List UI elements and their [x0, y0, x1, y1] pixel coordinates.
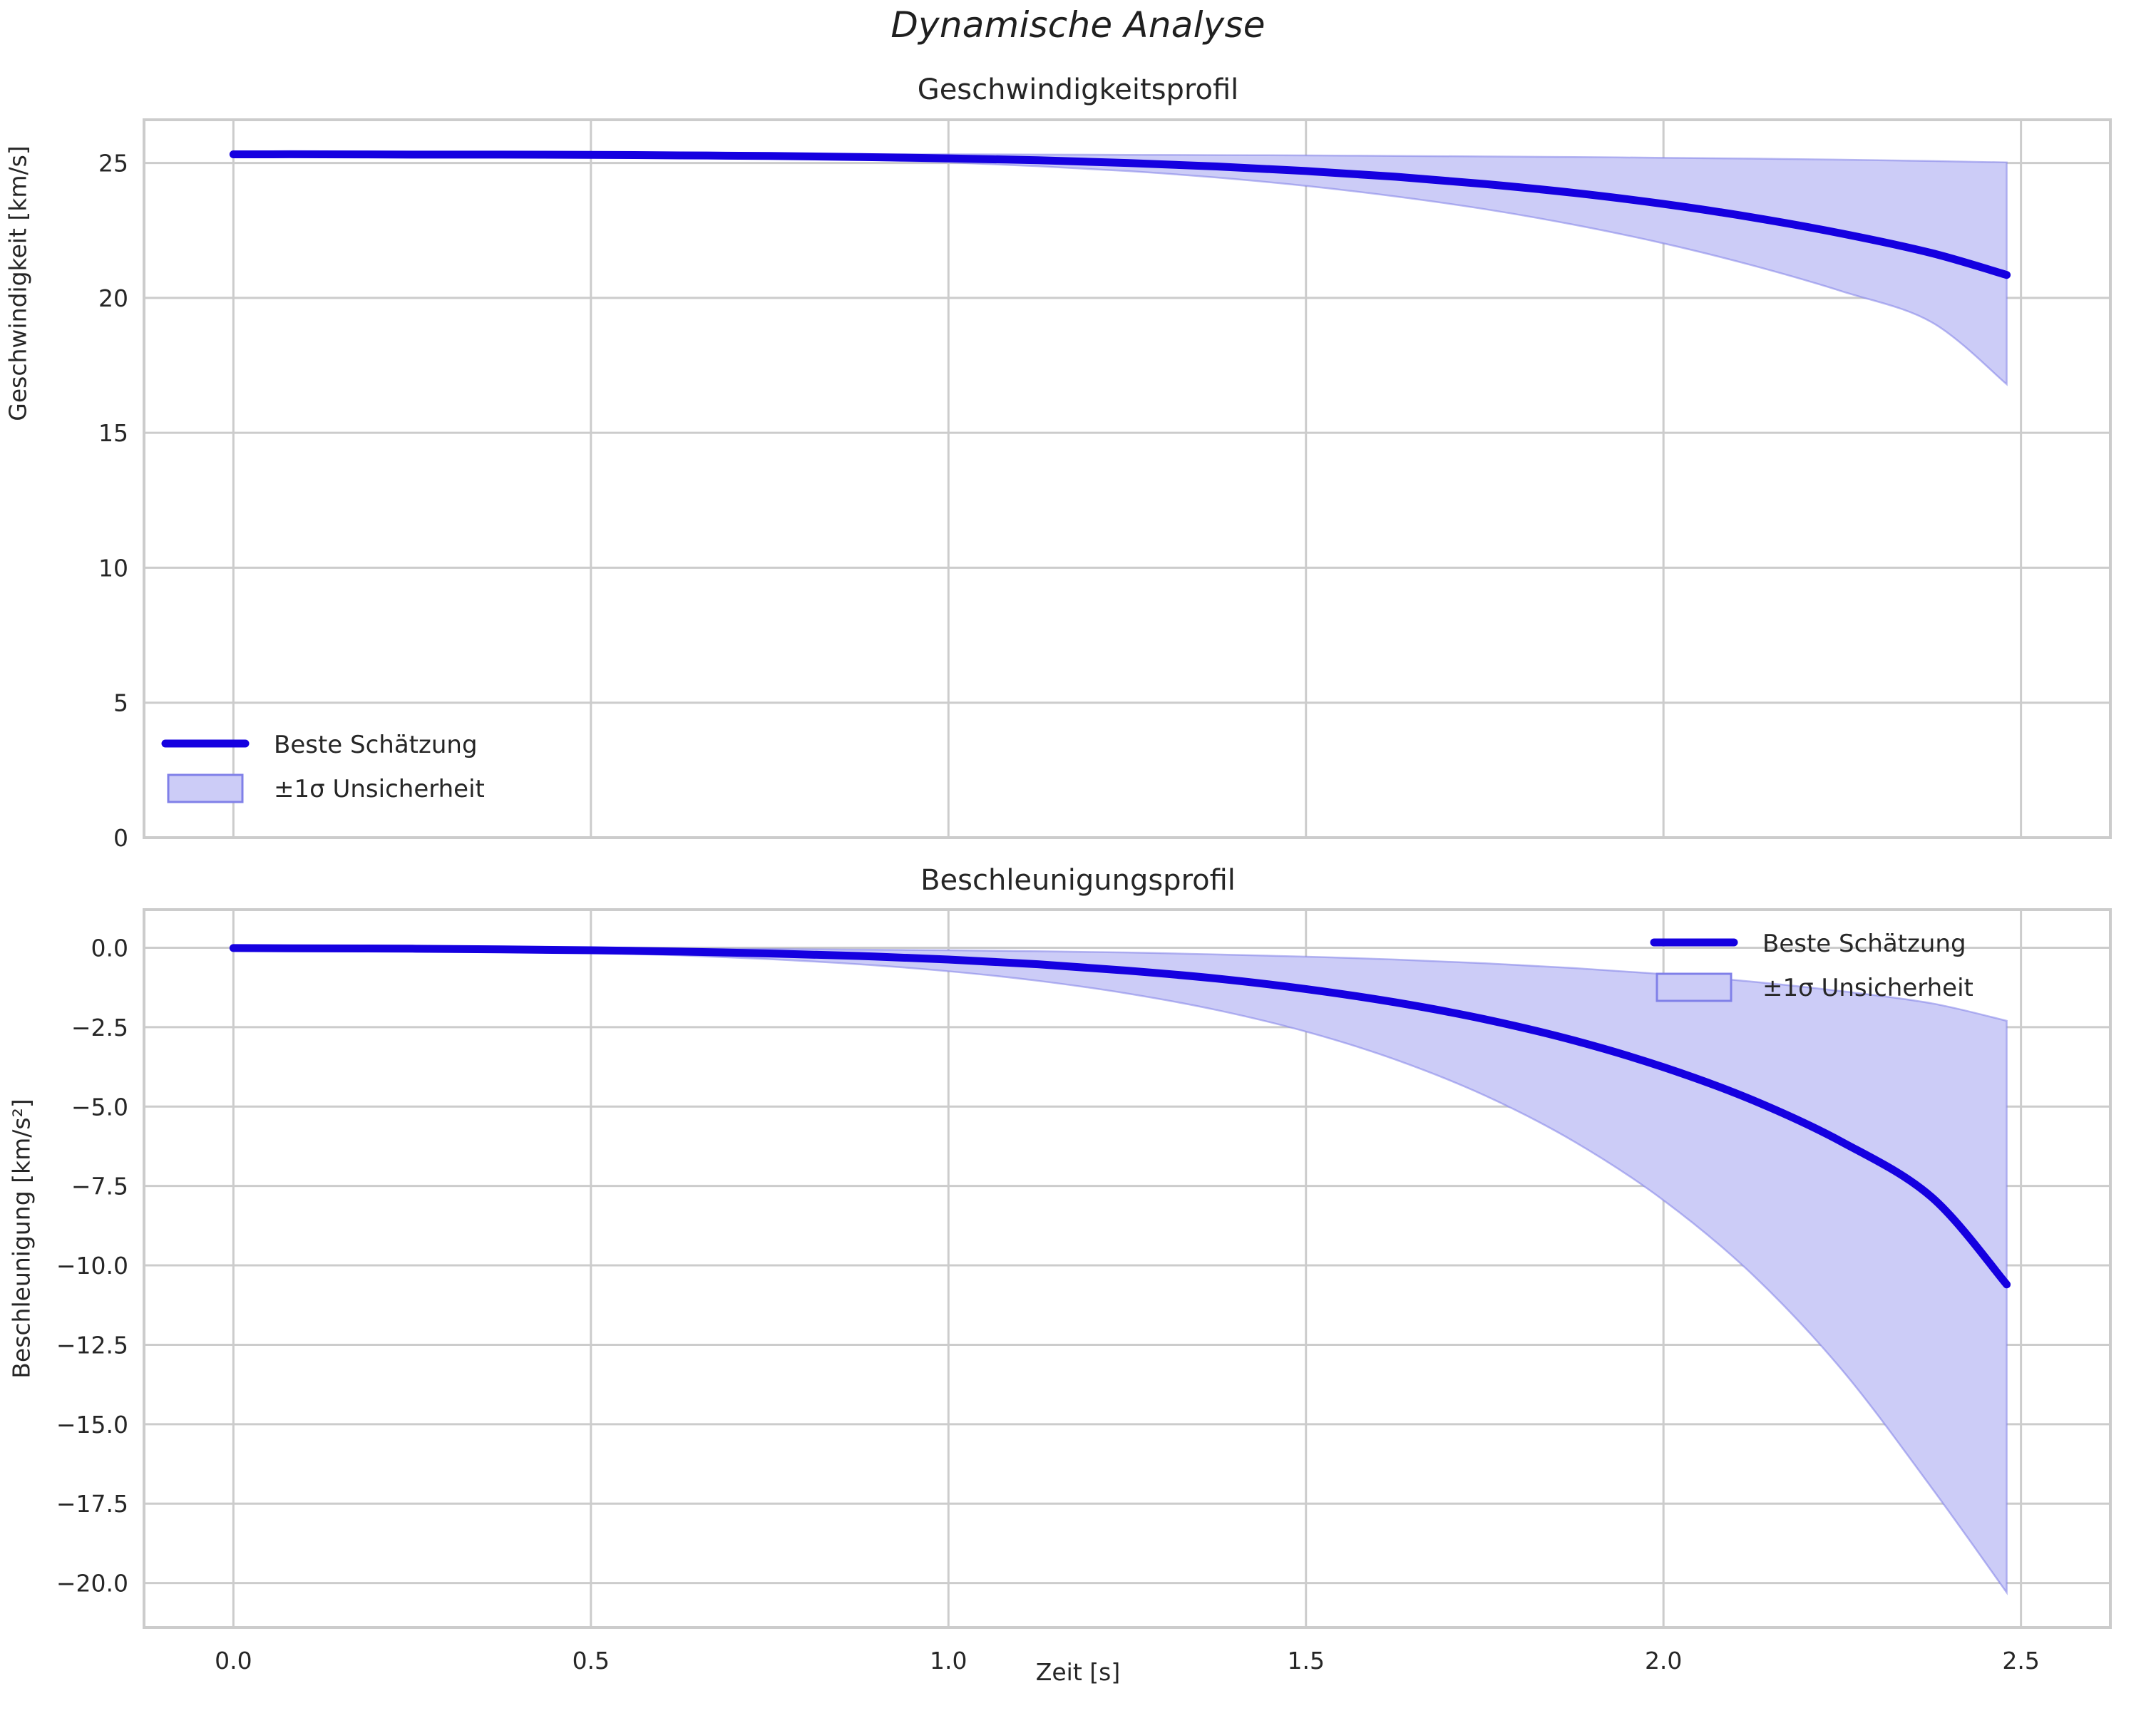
uncertainty-band — [232, 947, 2008, 1595]
best-estimate-line — [229, 150, 2011, 279]
axes-frame — [143, 908, 2112, 1629]
figure-suptitle: Dynamische Analyse — [890, 4, 1266, 46]
x-tick-label: 1.5 — [1287, 1647, 1324, 1675]
y-tick-label: −15.0 — [56, 1411, 128, 1439]
legend-label: Beste Schätzung — [274, 731, 478, 759]
legend-label: Beste Schätzung — [1762, 930, 1966, 958]
y-tick-label: −12.5 — [56, 1331, 128, 1359]
y-tick-label: 5 — [113, 689, 128, 717]
y-tick-label: 20 — [98, 284, 128, 312]
y-axis-label-acceleration: Beschleunigung [km/s²] — [7, 1099, 36, 1379]
x-tick-label: 1.0 — [930, 1647, 967, 1675]
x-tick-label: 0.5 — [573, 1647, 610, 1675]
best-estimate-line — [229, 944, 2011, 1289]
panel-velocity: 0 5 10 15 20 25 Beste Schätzung ±1σ Unsicherhei… — [98, 118, 2112, 852]
x-tick-label: 2.0 — [1645, 1647, 1682, 1675]
y-tick-label: 10 — [98, 554, 128, 582]
y-tick-label: −7.5 — [71, 1173, 128, 1200]
y-tick-label: 25 — [98, 150, 128, 178]
panel-acceleration: 0.0 −2.5 −5.0 −7.5 −10.0 −12.5 −15.0 −17.5 −20.0… — [56, 908, 2112, 1675]
y-tick-label: 15 — [98, 419, 128, 447]
x-tick-label: 2.5 — [2002, 1647, 2039, 1675]
y-axis-label-velocity: Geschwindigkeit [km/s] — [4, 145, 32, 421]
axes-frame — [143, 118, 2112, 839]
y-tick-label: 0 — [113, 824, 128, 852]
legend-acceleration[interactable]: Beste Schätzung ±1σ Unsicherheit — [1650, 930, 1973, 1002]
panel-title-velocity: Geschwindigkeitsprofil — [917, 73, 1239, 106]
legend-label: ±1σ Unsicherheit — [1762, 974, 1973, 1002]
panel-title-acceleration: Beschleunigungsprofil — [920, 864, 1236, 897]
x-axis-label: Zeit [s] — [1035, 1658, 1121, 1686]
y-tick-label: −5.0 — [71, 1093, 128, 1121]
y-tick-label: −2.5 — [71, 1014, 128, 1042]
legend-velocity[interactable]: Beste Schätzung ±1σ Unsicherheit — [161, 731, 485, 803]
x-tick-label: 0.0 — [215, 1647, 252, 1675]
y-tick-label: −20.0 — [56, 1570, 128, 1598]
y-tick-label: 0.0 — [91, 934, 128, 962]
legend-label: ±1σ Unsicherheit — [274, 775, 485, 803]
legend-band-swatch — [1655, 972, 1732, 1002]
y-tick-label: −10.0 — [56, 1252, 128, 1280]
y-tick-label: −17.5 — [56, 1490, 128, 1518]
legend-band-swatch — [167, 773, 244, 803]
